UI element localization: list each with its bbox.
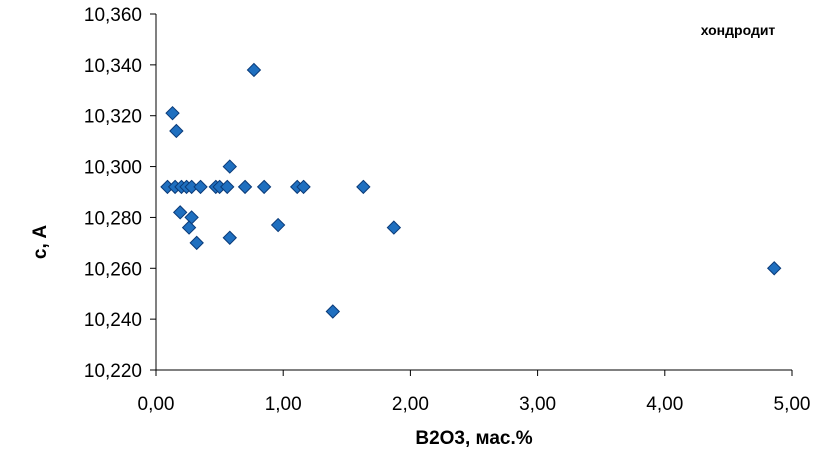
y-axis-title: c, A bbox=[30, 225, 51, 259]
data-point bbox=[169, 123, 184, 139]
data-point bbox=[181, 220, 197, 235]
y-ticks: 10,220 10,240 10,260 10,280 10,300 10,320 10,3… bbox=[84, 5, 156, 382]
y-tick-label: 10,340 bbox=[84, 56, 142, 77]
data-point bbox=[356, 179, 371, 195]
data-point bbox=[222, 159, 237, 174]
data-point bbox=[325, 304, 341, 319]
x-tick-label: 5,00 bbox=[774, 394, 811, 415]
data-point bbox=[222, 230, 237, 245]
data-point bbox=[193, 179, 208, 195]
data-point bbox=[184, 210, 199, 225]
x-tick-label: 2,00 bbox=[392, 394, 429, 415]
x-tick-label: 1,00 bbox=[265, 394, 302, 415]
data-point bbox=[256, 179, 272, 195]
y-tick-label: 10,360 bbox=[84, 5, 142, 26]
data-point bbox=[237, 179, 253, 195]
data-point bbox=[165, 105, 180, 121]
data-points bbox=[160, 62, 782, 319]
data-point bbox=[270, 217, 286, 233]
x-tick-label: 0,00 bbox=[138, 394, 175, 415]
data-point bbox=[172, 205, 188, 220]
y-tick-label: 10,300 bbox=[84, 158, 142, 179]
y-tick-label: 10,280 bbox=[84, 208, 142, 229]
y-tick-label: 10,240 bbox=[84, 310, 142, 331]
x-ticks: 0,00 1,00 2,00 3,00 4,00 5,00 bbox=[138, 370, 811, 415]
data-point bbox=[189, 235, 204, 251]
data-point bbox=[766, 261, 782, 276]
axes bbox=[155, 14, 792, 371]
y-tick-label: 10,260 bbox=[84, 259, 142, 280]
data-point bbox=[386, 220, 402, 235]
x-tick-label: 3,00 bbox=[519, 394, 556, 415]
chart-annotation: хондродит bbox=[701, 22, 776, 38]
x-tick-label: 4,00 bbox=[646, 394, 683, 415]
data-point bbox=[296, 179, 311, 195]
data-point bbox=[220, 179, 235, 195]
x-axis-title: B2O3, мас.% bbox=[415, 428, 532, 449]
y-tick-label: 10,220 bbox=[84, 361, 142, 382]
y-tick-label: 10,320 bbox=[84, 107, 142, 128]
data-point bbox=[246, 62, 262, 78]
